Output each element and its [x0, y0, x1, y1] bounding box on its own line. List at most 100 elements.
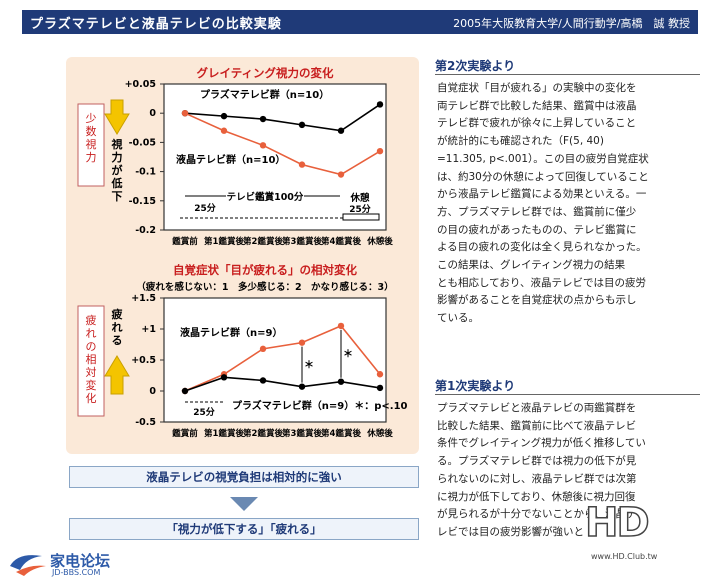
- source-credit: 2005年大阪教育大学/人間行動学/高橋 誠 教授: [453, 17, 690, 30]
- section2-heading: 第2次実験より: [435, 59, 516, 73]
- section2-rule: [435, 74, 700, 75]
- chart1-lcd-label: 液晶テレビ群（n=10）: [176, 153, 285, 166]
- data-point: [259, 142, 267, 149]
- data-point: [259, 115, 267, 123]
- watermark-url: www.HD.Club.tw: [591, 552, 658, 561]
- data-point: [337, 171, 345, 178]
- watermark: HD www.HD.Club.tw: [584, 499, 705, 570]
- data-point: [376, 147, 384, 155]
- para-line: プラズマテレビと液晶テレビの両鑑賞群を: [437, 402, 637, 414]
- data-point: [376, 371, 384, 378]
- vchar: 化: [86, 391, 97, 405]
- data-point: [298, 339, 306, 346]
- chart1-lines: [181, 101, 384, 178]
- ytick-label: +1: [141, 324, 156, 335]
- chart2-plot-area: [163, 297, 387, 423]
- chart2-arrow-label: 疲れる: [112, 307, 123, 347]
- chart1-span-label: テレビ鑑賞100分: [227, 191, 304, 203]
- data-point: [220, 374, 228, 381]
- chart2-side-box: [77, 305, 105, 417]
- ytick-label: -0.5: [135, 417, 156, 428]
- para-line: る。プラズマテレビ群では視力の低下が見: [437, 455, 637, 468]
- chart2-star2: ＊: [343, 348, 353, 360]
- para-line: この結果は、グレイティング視力の結果: [437, 259, 626, 272]
- vchar: の: [86, 340, 97, 353]
- chart1-down-arrow: [104, 99, 130, 135]
- data-point: [337, 127, 345, 134]
- summary-box-2: 「視力が低下する」「疲れる」: [69, 518, 419, 540]
- chart1-arrow-label: 視力が低下: [111, 137, 123, 203]
- xcat-label: 休憩後: [366, 428, 393, 439]
- header-bar: プラズマテレビと液晶テレビの比較実験 2005年大阪教育大学/人間行動学/高橋 …: [22, 10, 698, 34]
- series-line: [184, 324, 381, 392]
- para-line: テレビ群で疲れが徐々に上昇していること: [437, 117, 637, 130]
- chart2-side-label: 疲れの相対変化: [86, 313, 97, 405]
- chart2-yticks: +1.5 +1 +0.5 0 -0.5: [131, 293, 164, 428]
- ytick-label: +1.5: [131, 293, 156, 304]
- para-line: 両テレビ群で比較した結果、鑑賞中は液晶: [437, 99, 637, 112]
- vchar: 視: [86, 137, 97, 151]
- xcat-label: 第3鑑賞後: [282, 236, 322, 247]
- logo-en: JD-BBS.COM: [52, 568, 101, 577]
- series-line: [184, 376, 381, 392]
- ytick-label: -0.05: [129, 137, 156, 148]
- data-point: [376, 384, 384, 392]
- data-point: [337, 322, 345, 330]
- chart2-title: 自覚症状「目が疲れる」の相対変化: [173, 263, 357, 277]
- vchar: が: [112, 163, 123, 177]
- data-point: [376, 101, 384, 108]
- xcat-label: 鑑賞前: [172, 428, 198, 439]
- chart1-rest-bar: [342, 213, 380, 221]
- chart1-plot-area: [163, 83, 387, 231]
- series-line: [184, 103, 381, 132]
- para-line: 自覚症状「目が疲れる」の実験中の変化を: [437, 82, 637, 94]
- data-point: [220, 112, 228, 120]
- vchar: 対: [86, 365, 97, 379]
- chart1-min1: 25分: [194, 202, 216, 214]
- vchar: 疲: [112, 307, 123, 321]
- ytick-label: 0: [149, 386, 156, 397]
- para-line: 条件でグレイティング視力が低く推移してい: [437, 437, 646, 450]
- para-line: られないのに対し、液晶テレビ群では次第: [437, 472, 637, 485]
- chart2-lines: [181, 322, 384, 395]
- vchar: れ: [86, 327, 97, 340]
- data-point: [298, 121, 306, 129]
- vchar: 数: [86, 125, 97, 138]
- data-point: [259, 345, 267, 353]
- vchar: 力: [86, 151, 97, 164]
- data-point: [181, 387, 189, 395]
- xcat-label: 鑑賞前: [172, 236, 198, 247]
- chart1-xcats: 鑑賞前 第1鑑賞後 第2鑑賞後 第3鑑賞後 第4鑑賞後 休憩後: [172, 236, 393, 247]
- chart1-title: グレイティング視力の変化: [196, 66, 334, 80]
- summary-down-arrow: [230, 497, 258, 511]
- ytick-label: -0.15: [129, 196, 156, 207]
- section1-heading: 第1次実験より: [435, 379, 516, 393]
- para-line: ている。: [437, 312, 479, 325]
- chart2-xcats: 鑑賞前 第1鑑賞後 第2鑑賞後 第3鑑賞後 第4鑑賞後 休憩後: [172, 428, 393, 439]
- vchar: 低: [111, 176, 123, 190]
- xcat-label: 第1鑑賞後: [204, 428, 244, 439]
- data-point: [298, 383, 306, 390]
- xcat-label: 第2鑑賞後: [243, 236, 283, 247]
- logo-cn: 家电论坛: [50, 552, 111, 570]
- chart2-plasma-label: プラズマテレビ群（n=9）＊：p<.10: [232, 399, 408, 412]
- xcat-label: 第4鑑賞後: [321, 428, 361, 439]
- chart1-side-box: [77, 103, 105, 187]
- chart2-up-arrow: [104, 355, 130, 395]
- vchar: る: [112, 334, 123, 347]
- para-line: から液晶テレビ鑑賞による効果といえる。一: [437, 188, 647, 201]
- ytick-label: 0: [149, 108, 156, 119]
- chart2-star1: ＊: [304, 359, 314, 371]
- para-line: 方、プラズマテレビ群では、鑑賞前に僅少: [437, 205, 637, 218]
- vchar: 視: [111, 137, 123, 151]
- xcat-label: 第3鑑賞後: [282, 428, 322, 439]
- section1-text: プラズマテレビと液晶テレビの両鑑賞群を 比較した結果、鑑賞前に比べて液晶テレビ 条件…: [437, 400, 699, 542]
- data-point: [220, 127, 228, 134]
- ytick-label: -0.1: [135, 167, 156, 178]
- section1-rule: [435, 394, 700, 395]
- para-line: =11.305, p<.001）。この目の疲労自覚症状: [437, 152, 649, 165]
- data-point: [337, 378, 345, 385]
- xcat-label: 第2鑑賞後: [243, 428, 283, 439]
- vchar: 下: [112, 190, 123, 203]
